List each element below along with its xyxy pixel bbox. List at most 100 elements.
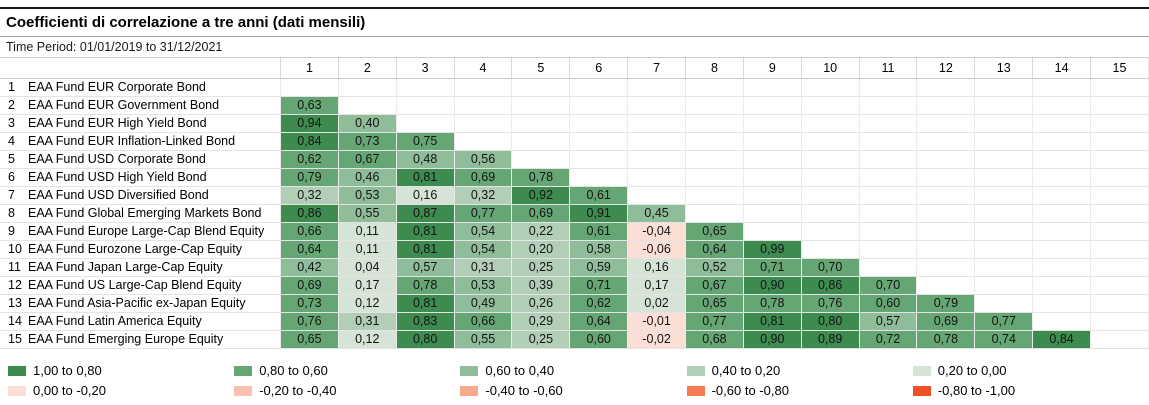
matrix-cell: 0,71 [742,259,801,276]
matrix-cell: 0,39 [511,277,570,294]
legend-item: -0,40 to -0,60 [460,383,686,398]
matrix-cell [800,133,859,150]
legend-label: -0,80 to -1,00 [937,383,1016,398]
matrix-cell [569,115,627,132]
legend-item: 0,60 to 0,40 [460,363,686,378]
legend-label: 0,00 to -0,20 [33,383,106,398]
matrix-cell: 0,57 [395,259,454,276]
matrix-cell: 0,66 [453,313,512,330]
legend-item: -0,80 to -1,00 [912,383,1139,398]
matrix-cell [685,115,743,132]
matrix-cell [800,241,859,258]
fund-name: EAA Fund Europe Large-Cap Blend Equity [28,224,265,238]
matrix-cell [685,187,743,204]
matrix-cell: 0,52 [685,259,743,276]
matrix-cell: 0,64 [685,241,743,258]
matrix-cell [916,169,974,186]
matrix-cell [627,169,685,186]
matrix-cell: 0,81 [395,223,454,240]
matrix-cell: -0,01 [627,313,686,330]
matrix-cell: 0,79 [280,169,338,186]
fund-name: EAA Fund Emerging Europe Equity [28,332,224,346]
matrix-cell: 0,83 [395,313,454,330]
legend-swatch [686,365,705,376]
legend-item: 0,80 to 0,60 [234,363,460,378]
matrix-cell: 0,29 [511,313,570,330]
column-header: 4 [453,58,512,78]
matrix-cell: 0,12 [337,331,396,348]
matrix-cell: 0,17 [627,277,686,294]
row-number: 14 [8,314,22,328]
matrix-cell [858,241,917,258]
legend-label: 0,40 to 0,20 [711,363,781,378]
matrix-cell [511,151,569,168]
matrix-cell [1032,79,1090,96]
matrix-cell [1090,115,1149,132]
matrix-cell [1032,97,1090,114]
matrix-cell [395,79,454,96]
correlation-matrix: 1 2 3 4 5 6 7 8 9 10 11 12 13 14 15 1 EAA Fund EUR Corp… [0,58,1149,349]
matrix-cell [453,79,512,96]
legend-item: 0,00 to -0,20 [8,383,234,398]
matrix-cell: 0,81 [395,295,454,312]
matrix-cell: 0,84 [280,133,338,150]
column-header: 5 [511,58,569,78]
legend-swatch [234,365,253,376]
row-number: 2 [8,98,15,112]
fund-name: EAA Fund Eurozone Large-Cap Equity [28,242,243,256]
matrix-cell [1032,133,1090,150]
row-number: 4 [8,134,15,148]
matrix-cell: 0,25 [511,259,570,276]
matrix-cell: 0,49 [453,295,512,312]
matrix-cell: 0,76 [800,295,859,312]
matrix-cell: 0,32 [280,187,338,204]
matrix-cell [800,187,859,204]
matrix-cell [916,241,974,258]
column-header: 6 [569,58,627,78]
row-number: 5 [8,152,15,166]
matrix-cell: 0,65 [685,223,743,240]
legend-swatch [912,385,931,396]
matrix-cell [1090,79,1149,96]
legend-label: -0,40 to -0,60 [485,383,563,398]
matrix-cell [916,115,974,132]
matrix-cell [974,259,1032,276]
fund-name: EAA Fund EUR Government Bond [28,98,220,112]
matrix-row: 4 EAA Fund EUR Inflation-Linked Bond 0,84 0… [0,133,1149,151]
matrix-cell: 0,89 [800,331,859,348]
matrix-cell [858,205,917,222]
matrix-cell [337,79,396,96]
matrix-cell: 0,02 [627,295,686,312]
matrix-cell [511,97,569,114]
matrix-cell: 0,31 [337,313,396,330]
matrix-cell [627,151,685,168]
matrix-cell [569,79,627,96]
matrix-row: 14 EAA Fund Latin America Equity 0,76 0,31 0… [0,313,1149,331]
matrix-cell [974,295,1032,312]
matrix-cell [569,151,627,168]
column-header: 1 [280,58,338,78]
matrix-cell [569,169,627,186]
matrix-cell: 0,80 [800,313,859,330]
column-header: 8 [685,58,743,78]
matrix-row: 8 EAA Fund Global Emerging Markets Bond 0,… [0,205,1149,223]
matrix-cell: 0,73 [280,295,338,312]
row-number: 12 [8,278,22,292]
matrix-cell: 0,99 [742,241,801,258]
matrix-cell: 0,20 [511,241,570,258]
matrix-cell: 0,26 [511,295,570,312]
matrix-cell [742,169,801,186]
matrix-cell: 0,58 [569,241,628,258]
column-header: 11 [858,58,917,78]
column-header: 7 [627,58,685,78]
matrix-cell [742,79,801,96]
matrix-cell [742,223,801,240]
matrix-cell: 0,72 [858,331,917,348]
legend-swatch [460,385,479,396]
legend-label: -0,60 to -0,80 [711,383,789,398]
matrix-cell [511,79,569,96]
row-number: 3 [8,116,15,130]
matrix-cell [974,277,1032,294]
matrix-cell: 0,48 [395,151,454,168]
